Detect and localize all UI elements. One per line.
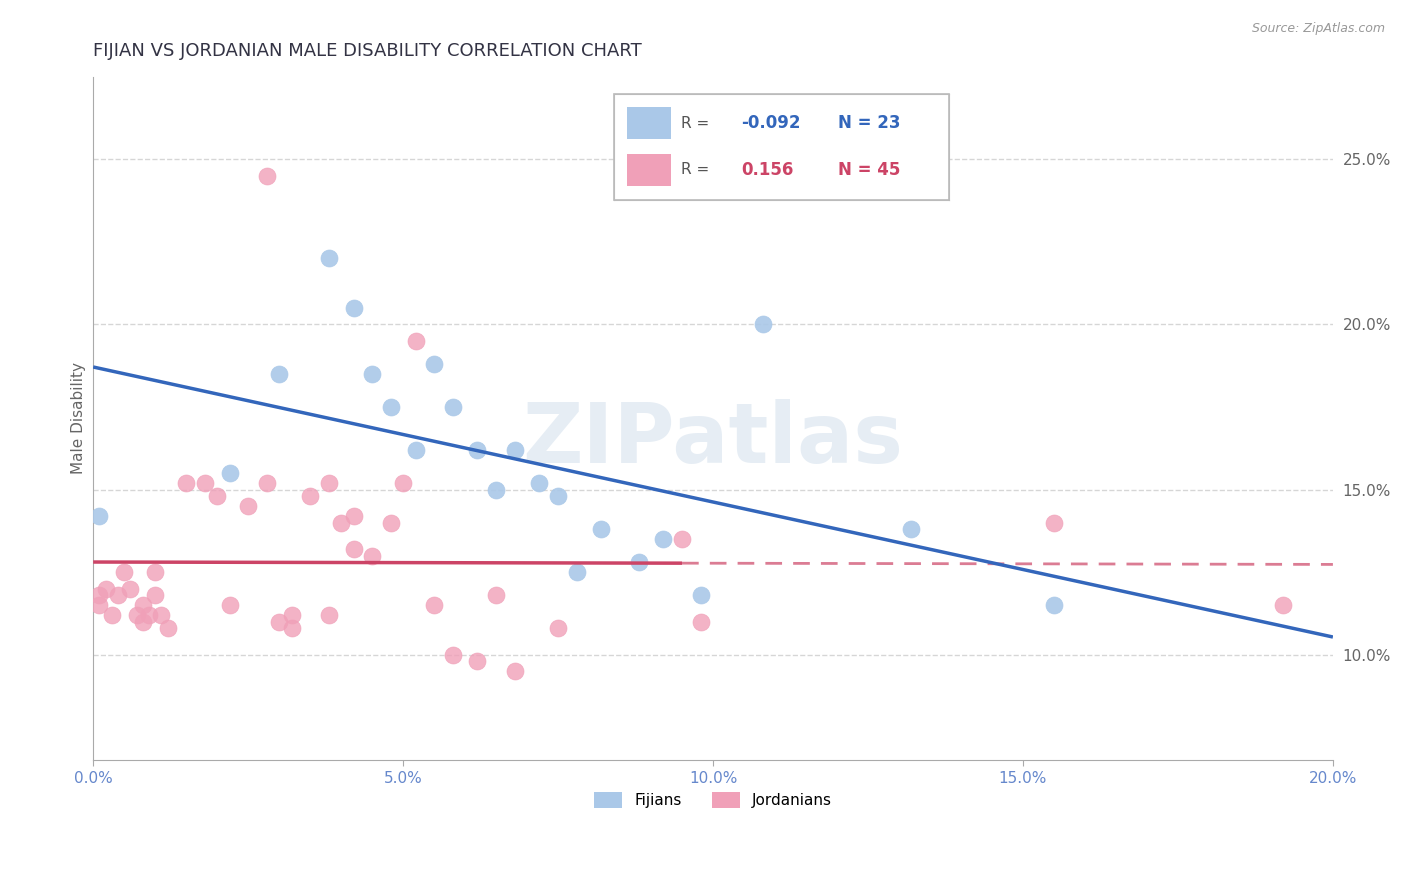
Point — [280, 608, 302, 623]
Point — [1043, 598, 1066, 612]
Point — [205, 489, 228, 503]
Point — [547, 489, 569, 503]
Point — [89, 588, 111, 602]
Point — [423, 357, 446, 371]
Point — [107, 588, 129, 602]
Point — [318, 475, 340, 490]
Point — [132, 615, 155, 629]
Point — [94, 582, 117, 596]
Point — [89, 598, 111, 612]
Point — [467, 442, 489, 457]
Point — [503, 664, 526, 678]
Point — [485, 588, 508, 602]
Point — [503, 442, 526, 457]
Point — [1043, 516, 1066, 530]
Legend: Fijians, Jordanians: Fijians, Jordanians — [588, 786, 838, 814]
Point — [194, 475, 217, 490]
Point — [256, 169, 278, 183]
Point — [269, 615, 291, 629]
Point — [174, 475, 197, 490]
Point — [547, 621, 569, 635]
Point — [218, 598, 240, 612]
Point — [529, 475, 551, 490]
Point — [280, 621, 302, 635]
Point — [392, 475, 415, 490]
Point — [236, 499, 259, 513]
Point — [342, 508, 364, 523]
Point — [299, 489, 322, 503]
Point — [132, 598, 155, 612]
Point — [441, 400, 464, 414]
Point — [485, 483, 508, 497]
Point — [256, 475, 278, 490]
Point — [318, 608, 340, 623]
Text: ZIPatlas: ZIPatlas — [523, 399, 904, 480]
Point — [143, 565, 166, 579]
Point — [361, 367, 384, 381]
Point — [405, 334, 427, 348]
Point — [467, 654, 489, 668]
Point — [342, 541, 364, 556]
Point — [689, 615, 711, 629]
Point — [380, 516, 402, 530]
Point — [361, 549, 384, 563]
Point — [405, 442, 427, 457]
Point — [138, 608, 160, 623]
Point — [156, 621, 179, 635]
Text: FIJIAN VS JORDANIAN MALE DISABILITY CORRELATION CHART: FIJIAN VS JORDANIAN MALE DISABILITY CORR… — [93, 42, 643, 60]
Point — [218, 466, 240, 480]
Point — [652, 532, 675, 546]
Point — [120, 582, 142, 596]
Point — [342, 301, 364, 315]
Point — [751, 318, 773, 332]
Point — [150, 608, 173, 623]
Point — [689, 588, 711, 602]
Point — [330, 516, 353, 530]
Point — [101, 608, 124, 623]
Point — [380, 400, 402, 414]
Point — [423, 598, 446, 612]
Point — [143, 588, 166, 602]
Point — [627, 555, 650, 569]
Point — [125, 608, 148, 623]
Point — [1272, 598, 1295, 612]
Point — [565, 565, 588, 579]
Point — [591, 522, 613, 536]
Point — [441, 648, 464, 662]
Y-axis label: Male Disability: Male Disability — [72, 362, 86, 475]
Point — [671, 532, 693, 546]
Point — [89, 508, 111, 523]
Point — [318, 252, 340, 266]
Point — [269, 367, 291, 381]
Point — [112, 565, 135, 579]
Point — [900, 522, 922, 536]
Text: Source: ZipAtlas.com: Source: ZipAtlas.com — [1251, 22, 1385, 36]
